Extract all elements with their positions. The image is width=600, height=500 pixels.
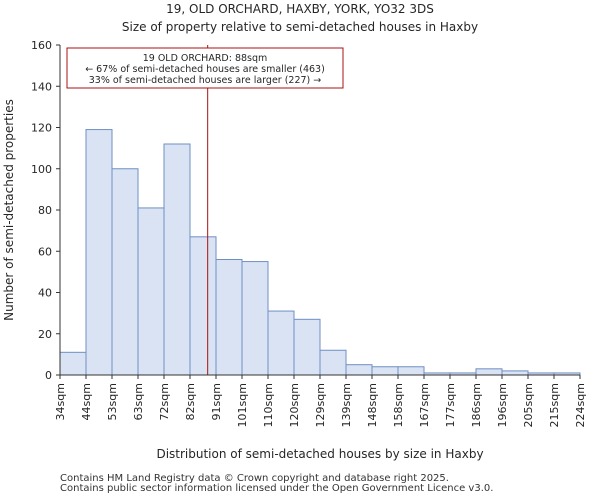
x-tick-label: 101sqm bbox=[236, 383, 249, 427]
y-tick-label: 20 bbox=[38, 328, 52, 341]
annotation-box: 19 OLD ORCHARD: 88sqm ← 67% of semi-deta… bbox=[66, 47, 344, 89]
x-tick-label: 110sqm bbox=[262, 383, 275, 427]
y-axis-label: Number of semi-detached properties bbox=[2, 99, 16, 321]
x-tick-label: 139sqm bbox=[340, 383, 353, 427]
y-tick-label: 100 bbox=[31, 163, 52, 176]
bar bbox=[59, 351, 87, 376]
x-tick-label: 63sqm bbox=[132, 383, 145, 420]
x-tick-label: 167sqm bbox=[418, 383, 431, 427]
x-axis-label: Distribution of semi-detached houses by … bbox=[156, 447, 483, 461]
bar bbox=[345, 364, 373, 376]
chart-title: 19, OLD ORCHARD, HAXBY, YORK, YO32 3DS bbox=[166, 2, 434, 16]
bar bbox=[371, 366, 399, 376]
annotation-line-3: 33% of semi-detached houses are larger (… bbox=[89, 75, 322, 86]
y-tick-label: 120 bbox=[31, 122, 52, 135]
x-tick-label: 72sqm bbox=[158, 383, 171, 420]
x-tick-label: 82sqm bbox=[184, 383, 197, 420]
bar bbox=[475, 368, 503, 376]
annotation-line-1: 19 OLD ORCHARD: 88sqm bbox=[143, 53, 268, 64]
footer-line-2: Contains public sector information licen… bbox=[60, 483, 494, 494]
x-tick-label: 129sqm bbox=[314, 383, 327, 427]
x-tick-label: 53sqm bbox=[106, 383, 119, 420]
y-tick-label: 60 bbox=[38, 245, 52, 258]
y-tick-label: 40 bbox=[38, 287, 52, 300]
x-tick-label: 215sqm bbox=[548, 383, 561, 427]
histogram-chart: 19, OLD ORCHARD, HAXBY, YORK, YO32 3DS S… bbox=[2, 2, 587, 461]
bars-group bbox=[59, 129, 581, 376]
bar bbox=[397, 366, 425, 376]
x-tick-label: 91sqm bbox=[210, 383, 223, 420]
x-tick-label: 177sqm bbox=[444, 383, 457, 427]
bar bbox=[111, 168, 139, 376]
y-tick-label: 140 bbox=[31, 80, 52, 93]
x-tick-label: 120sqm bbox=[288, 383, 301, 427]
bar bbox=[137, 207, 165, 376]
bar bbox=[163, 143, 191, 376]
bar bbox=[189, 236, 217, 376]
annotation-line-2: ← 67% of semi-detached houses are smalle… bbox=[85, 64, 325, 75]
x-tick-label: 158sqm bbox=[392, 383, 405, 427]
chart-subtitle: Size of property relative to semi-detach… bbox=[122, 20, 478, 34]
x-tick-label: 205sqm bbox=[522, 383, 535, 427]
y-tick-label: 0 bbox=[45, 369, 52, 382]
bar bbox=[85, 129, 113, 376]
bar bbox=[241, 261, 269, 376]
bar bbox=[501, 370, 529, 376]
y-axis: 0 20 40 60 80 100 120 140 160 bbox=[31, 39, 61, 382]
x-tick-label: 196sqm bbox=[496, 383, 509, 427]
bar bbox=[293, 318, 321, 376]
bar bbox=[267, 310, 295, 376]
footer-line-1: Contains HM Land Registry data © Crown c… bbox=[60, 473, 449, 484]
bar bbox=[215, 259, 243, 376]
x-tick-label: 224sqm bbox=[574, 383, 587, 427]
x-axis: 34sqm 44sqm 53sqm 63sqm 72sqm 82sqm 91sqm 101sq… bbox=[54, 374, 587, 427]
x-tick-label: 34sqm bbox=[54, 383, 67, 420]
annotation-rect bbox=[66, 47, 344, 89]
x-tick-label: 148sqm bbox=[366, 383, 379, 427]
y-tick-label: 160 bbox=[31, 39, 52, 52]
bar bbox=[319, 349, 347, 376]
y-tick-label: 80 bbox=[38, 204, 52, 217]
x-tick-label: 186sqm bbox=[470, 383, 483, 427]
x-tick-label: 44sqm bbox=[80, 383, 93, 420]
